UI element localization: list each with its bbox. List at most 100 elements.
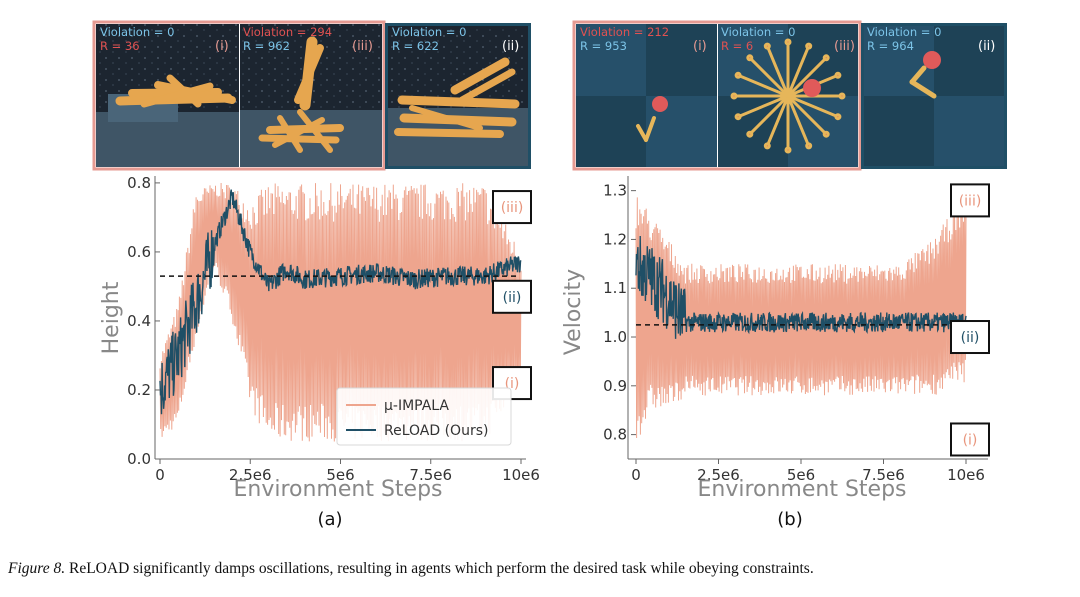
legend-label-impala: μ-IMPALA bbox=[384, 398, 449, 414]
target-ball bbox=[923, 51, 941, 69]
arm-spoke bbox=[786, 94, 828, 136]
y-tick-label: 0.6 bbox=[127, 243, 151, 261]
legend-label-reload: ReLOAD (Ours) bbox=[384, 423, 488, 439]
y-tick-label: 1.1 bbox=[603, 279, 627, 297]
marker-label: (ii) bbox=[961, 330, 980, 346]
velocity-chart: 0 2.5e6 5e6 7.5e6 10e6 0.8 0.9 1.0 1.1 1.2 1.3 (ii… bbox=[561, 176, 990, 530]
arm-tip bbox=[730, 92, 738, 100]
legend: μ-IMPALA ReLOAD (Ours) bbox=[336, 387, 512, 446]
thumbnail-humanoid-iii: Violation = 294 R = 962 (iii) bbox=[240, 24, 382, 167]
y-axis-title: Height bbox=[99, 281, 124, 354]
caption-text: ReLOAD significantly damps oscillations,… bbox=[65, 560, 814, 577]
marker-label: (i) bbox=[963, 432, 978, 448]
arm-tip bbox=[822, 54, 830, 62]
humanoid-figure bbox=[115, 74, 236, 108]
reacher-arm bbox=[909, 65, 937, 99]
thumbnails-b: Violation = 212 R = 953 (i) Violation = … bbox=[572, 20, 1007, 171]
marker-box bbox=[950, 422, 990, 457]
thumb-b2-reward: R = 6 bbox=[721, 39, 753, 53]
y-tick-label: 0.4 bbox=[127, 312, 151, 330]
arm-tip bbox=[746, 130, 754, 138]
arm-tip bbox=[763, 142, 771, 150]
thumb-b1-reward: R = 953 bbox=[580, 39, 627, 53]
x-tick-label: 2.5e6 bbox=[697, 466, 740, 484]
constraint-violated-frame bbox=[92, 20, 386, 171]
y-tick-label: 1.3 bbox=[603, 182, 627, 200]
x-tick-label: 5e6 bbox=[787, 466, 815, 484]
arm-spoke bbox=[765, 44, 790, 98]
y-tick-label: 0.9 bbox=[603, 377, 627, 395]
arm-tip bbox=[746, 54, 754, 62]
impala-line bbox=[635, 196, 967, 439]
arm-tip bbox=[734, 113, 742, 121]
constraint-violated-frame bbox=[572, 20, 862, 171]
y-tick-label: 1.2 bbox=[603, 230, 627, 248]
arm-tip bbox=[834, 113, 842, 121]
thumb-b3-tag: (ii) bbox=[978, 39, 995, 54]
x-tick-label: 0 bbox=[631, 466, 641, 484]
marker-label: (iii) bbox=[959, 193, 982, 209]
x-tick-label: 10e6 bbox=[502, 466, 540, 484]
arm-tip bbox=[763, 42, 771, 50]
thumb-a2-violation: Violation = 294 bbox=[243, 25, 332, 39]
x-axis-title: Environment Steps bbox=[233, 477, 442, 502]
x-axis-title: Environment Steps bbox=[697, 477, 906, 502]
arm-tip bbox=[805, 142, 813, 150]
y-axis-title: Velocity bbox=[561, 269, 586, 355]
x-tick-label: 7.5e6 bbox=[862, 466, 905, 484]
x-tick-label: 10e6 bbox=[947, 466, 985, 484]
thumb-b1-tag: (i) bbox=[693, 39, 707, 54]
thumbnail-reacher-ii: Violation = 0 R = 964 (ii) bbox=[861, 23, 1007, 169]
arm-spoke bbox=[736, 94, 790, 119]
y-tick-label: 0.2 bbox=[127, 381, 151, 399]
arm-spoke bbox=[786, 94, 840, 119]
thumbnail-reacher-i: Violation = 212 R = 953 (i) bbox=[576, 24, 717, 167]
thumb-a3-tag: (ii) bbox=[502, 39, 519, 54]
thumb-b2-violation: Violation = 0 bbox=[721, 25, 795, 39]
thumb-a1-violation: Violation = 0 bbox=[100, 25, 174, 39]
thumb-a3-violation: Violation = 0 bbox=[392, 25, 466, 39]
legend-box bbox=[336, 387, 512, 446]
thumb-a2-reward: R = 962 bbox=[243, 39, 290, 53]
thumbnails-a: Violation = 0 R = 36 (i) Violation = 294… bbox=[92, 20, 531, 171]
arm-tip bbox=[734, 71, 742, 79]
marker-box bbox=[492, 190, 532, 225]
arm-tip bbox=[805, 42, 813, 50]
thumbnail-humanoid-ii: Violation = 0 R = 622 (ii) bbox=[385, 23, 531, 169]
marker-label: (ii) bbox=[503, 290, 522, 306]
arm-tip bbox=[822, 130, 830, 138]
humanoid-figure bbox=[258, 36, 344, 153]
impala-line bbox=[159, 182, 522, 442]
target-ball bbox=[803, 79, 821, 97]
thumbnail-humanoid-i: Violation = 0 R = 36 (i) bbox=[96, 24, 239, 167]
panel-label-a: (a) bbox=[317, 509, 342, 530]
figure-caption: Figure 8. ReLOAD significantly damps osc… bbox=[8, 560, 1072, 578]
thumbnail-reacher-iii: Violation = 0 R = 6 (iii) bbox=[718, 24, 858, 167]
arm-tip bbox=[834, 71, 842, 79]
thumb-a1-tag: (i) bbox=[215, 39, 229, 54]
target-ball bbox=[652, 96, 668, 112]
arm-tip bbox=[784, 146, 792, 154]
y-tick-label: 0.0 bbox=[127, 450, 151, 468]
arm-spoke bbox=[736, 73, 790, 98]
y-tick-label: 0.8 bbox=[603, 426, 627, 444]
arm-spoke bbox=[765, 94, 790, 148]
marker-label: (iii) bbox=[501, 200, 524, 216]
arm-tip bbox=[784, 38, 792, 46]
arm-spoke bbox=[786, 56, 828, 98]
y-tick-label: 1.0 bbox=[603, 328, 627, 346]
series-impala bbox=[159, 182, 522, 442]
reacher-arm bbox=[636, 116, 656, 142]
arm-tip bbox=[838, 92, 846, 100]
series-impala bbox=[635, 196, 967, 439]
reload-line bbox=[159, 189, 522, 415]
marker-box bbox=[950, 183, 990, 218]
thumb-a3-reward: R = 622 bbox=[392, 39, 439, 53]
thumb-a1-reward: R = 36 bbox=[100, 39, 140, 53]
x-tick-label: 7.5e6 bbox=[409, 466, 452, 484]
caption-lead: Figure 8. bbox=[8, 560, 66, 577]
humanoid-figure bbox=[394, 57, 520, 138]
arm-spoke bbox=[748, 56, 790, 98]
thumb-b3-reward: R = 964 bbox=[867, 39, 914, 53]
